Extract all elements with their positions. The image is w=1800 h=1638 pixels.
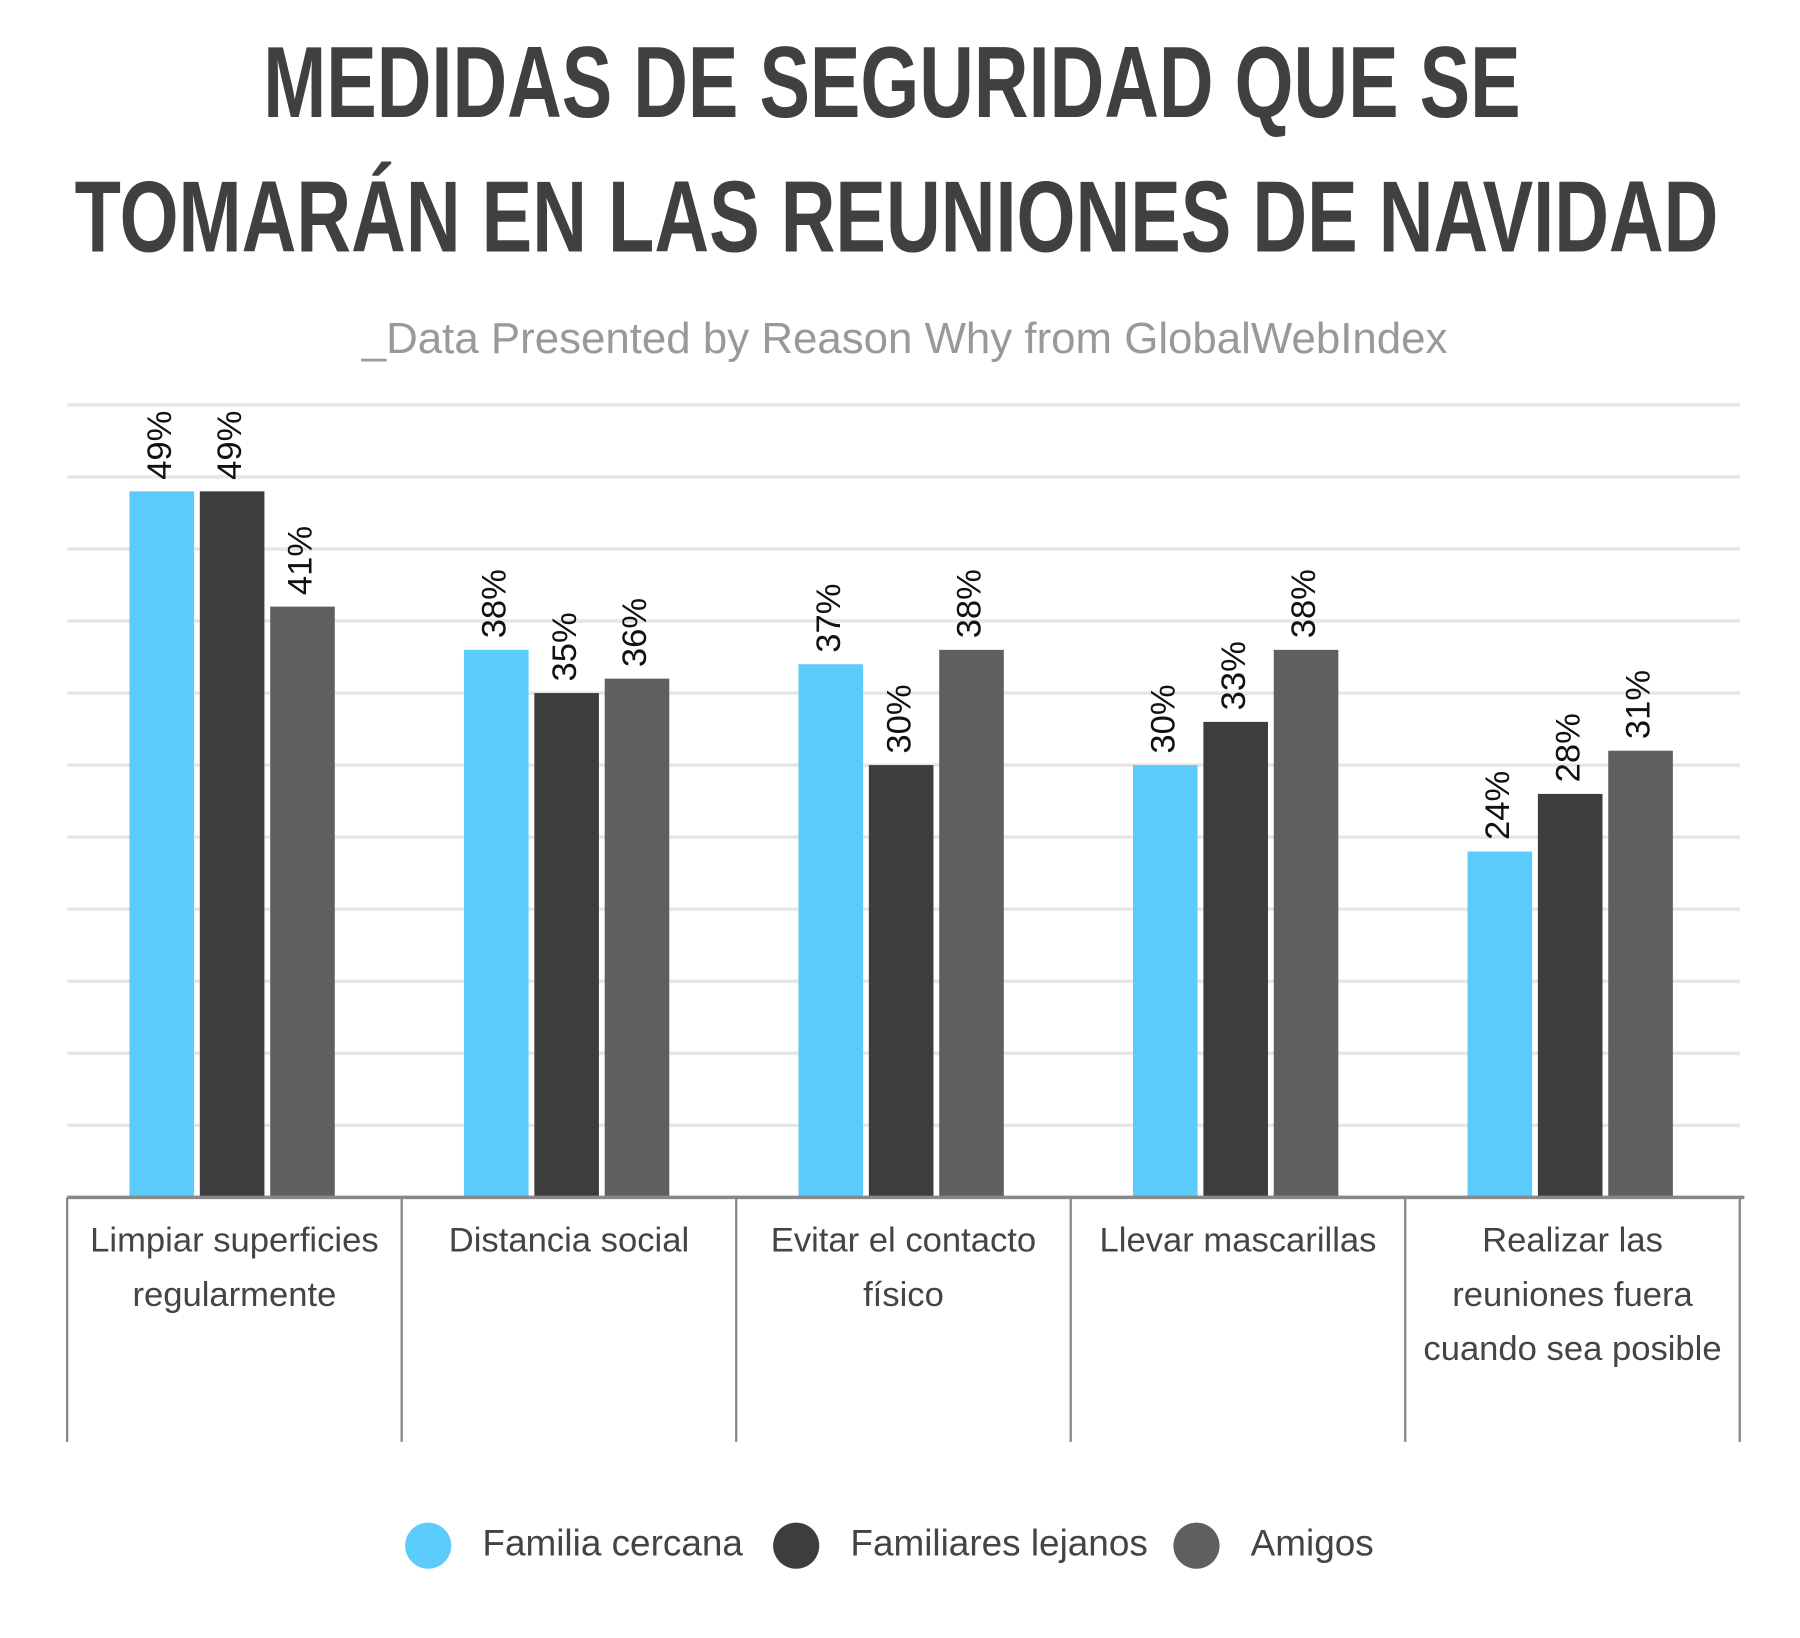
legend-swatch: [1173, 1522, 1220, 1569]
x-tick-label-box: Limpiar superficies regularmente: [90, 1221, 379, 1314]
value-label: 41%: [282, 526, 320, 595]
chart-title: TOMARÁN EN LAS REUNIONES DE NAVIDAD: [75, 160, 1719, 274]
legend-label: Familia cercana: [482, 1522, 743, 1563]
bar: [129, 491, 195, 1198]
x-tick-label: Evitar el contacto físico: [770, 1221, 1037, 1314]
x-tick-label-box: Llevar mascarillas: [1099, 1221, 1377, 1260]
value-label: 38%: [1285, 569, 1323, 638]
bar: [1203, 721, 1268, 1198]
value-label: 49%: [141, 411, 179, 480]
chart-subtitle: _Data Presented by Reason Why from Globa…: [361, 314, 1448, 363]
value-label: 37%: [810, 583, 848, 652]
value-label: 31%: [1620, 670, 1658, 739]
x-tick-label-box: Realizar las reuniones fuera cuando sea …: [1423, 1221, 1722, 1369]
value-label: 36%: [616, 598, 654, 667]
bar: [939, 649, 1004, 1198]
bar: [463, 649, 529, 1198]
x-tick-label: Limpiar superficies regularmente: [90, 1221, 379, 1314]
x-tick-label-box: Distancia social: [448, 1221, 690, 1260]
x-tick-label: Llevar mascarillas: [1099, 1221, 1377, 1260]
bar: [1467, 851, 1533, 1198]
value-label: 24%: [1479, 771, 1517, 840]
legend-swatch: [773, 1522, 820, 1569]
bar: [604, 678, 670, 1198]
bar: [1133, 765, 1198, 1198]
legend-label: Amigos: [1251, 1522, 1374, 1563]
value-label: 30%: [1144, 684, 1182, 753]
x-tick-label-box: Evitar el contacto físico: [770, 1221, 1037, 1314]
legend-swatch: [405, 1522, 452, 1569]
value-label: 35%: [546, 612, 584, 681]
bar: [199, 491, 265, 1198]
value-label: 49%: [211, 411, 249, 480]
x-tick-label: Distancia social: [448, 1221, 690, 1260]
bar: [270, 606, 335, 1198]
value-label: 28%: [1549, 713, 1587, 782]
bar: [1273, 649, 1339, 1198]
value-label: 38%: [951, 569, 989, 638]
value-label: 38%: [475, 569, 513, 638]
value-label: 30%: [880, 684, 918, 753]
chart-title: MEDIDAS DE SEGURIDAD QUE SE: [263, 25, 1520, 139]
bar: [534, 693, 599, 1198]
bar: [798, 664, 864, 1198]
bar: [1537, 793, 1603, 1198]
x-tick-label: Realizar las reuniones fuera cuando sea …: [1423, 1221, 1722, 1369]
value-label: 33%: [1215, 641, 1253, 710]
legend-label: Familiares lejanos: [850, 1522, 1147, 1563]
bar: [868, 765, 934, 1198]
bar: [1608, 750, 1673, 1198]
